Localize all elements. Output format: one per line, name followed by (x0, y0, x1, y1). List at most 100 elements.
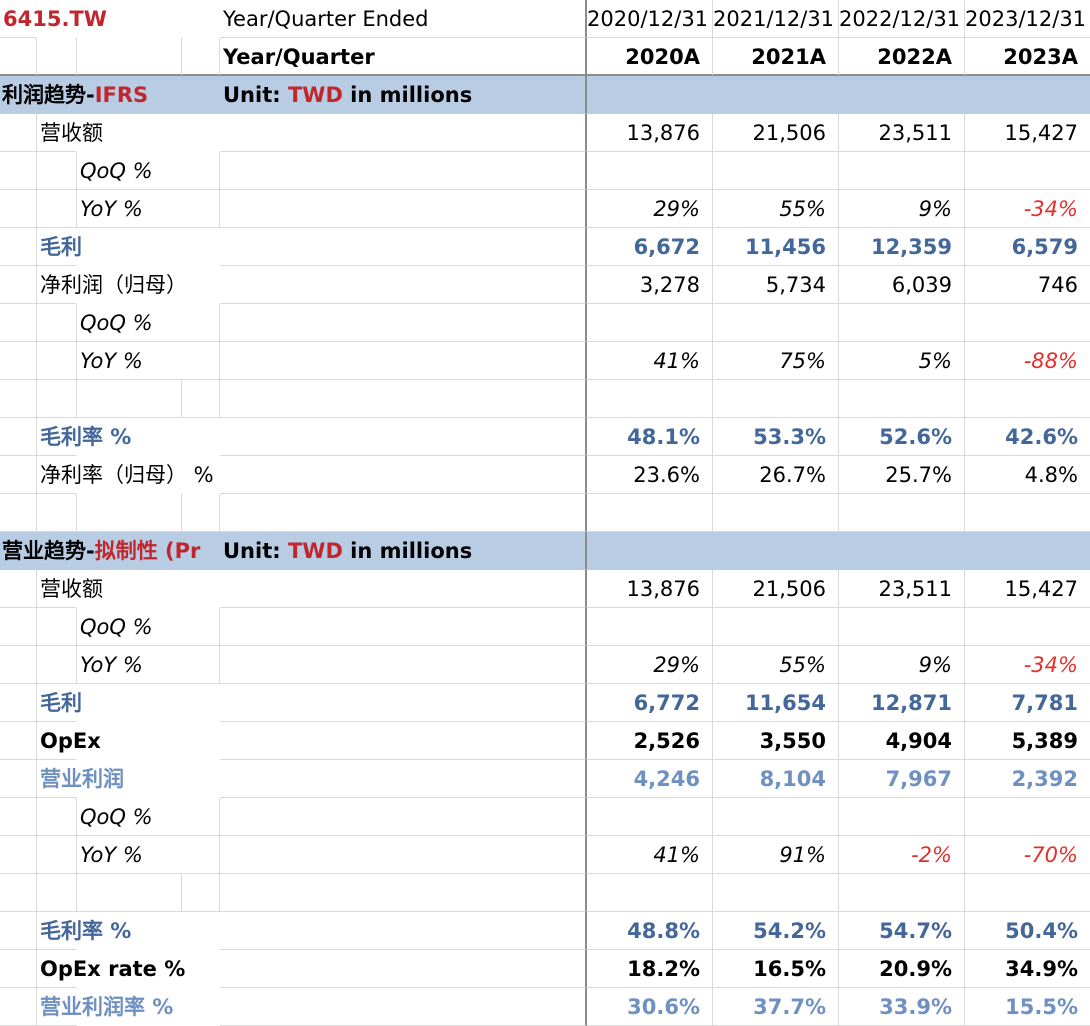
empty-cell[interactable] (37, 380, 77, 418)
empty-cell[interactable] (220, 798, 587, 836)
empty-cell[interactable] (220, 342, 587, 380)
value-cell[interactable] (839, 798, 965, 836)
value-cell[interactable]: 15.5% (965, 988, 1090, 1026)
empty-cell[interactable] (77, 38, 182, 76)
value-cell[interactable]: 16.5% (713, 950, 839, 988)
empty-cell[interactable] (220, 608, 587, 646)
empty-cell[interactable] (0, 608, 37, 646)
row-label[interactable]: QoQ % (77, 608, 182, 646)
empty-cell[interactable] (965, 380, 1090, 418)
value-cell[interactable]: 12,359 (839, 228, 965, 266)
empty-cell[interactable] (220, 760, 587, 798)
value-cell[interactable]: 12,871 (839, 684, 965, 722)
empty-cell[interactable] (77, 380, 182, 418)
empty-cell[interactable] (37, 646, 77, 684)
empty-cell[interactable] (37, 608, 77, 646)
empty-cell[interactable] (37, 798, 77, 836)
empty-cell[interactable] (37, 152, 77, 190)
value-cell[interactable]: -70% (965, 836, 1090, 874)
empty-cell[interactable] (0, 570, 37, 608)
value-cell[interactable]: 91% (713, 836, 839, 874)
empty-cell[interactable] (0, 228, 37, 266)
value-cell[interactable] (587, 608, 713, 646)
empty-cell[interactable] (220, 950, 587, 988)
value-cell[interactable] (713, 152, 839, 190)
empty-cell[interactable] (182, 304, 220, 342)
year-cell[interactable]: 2021A (713, 38, 839, 76)
empty-cell[interactable] (0, 266, 37, 304)
empty-cell[interactable] (37, 494, 77, 532)
empty-cell[interactable] (0, 494, 37, 532)
value-cell[interactable]: 34.9% (965, 950, 1090, 988)
value-cell[interactable]: 26.7% (713, 456, 839, 494)
value-cell[interactable]: 11,654 (713, 684, 839, 722)
empty-cell[interactable] (37, 304, 77, 342)
value-cell[interactable]: 9% (839, 646, 965, 684)
row-label[interactable]: 净利润（归母） (37, 266, 187, 304)
empty-cell[interactable] (0, 152, 37, 190)
row-label[interactable]: YoY % (77, 342, 182, 380)
value-cell[interactable] (587, 798, 713, 836)
empty-cell[interactable] (182, 646, 220, 684)
period-label-cell[interactable]: Year/Quarter Ended (220, 0, 587, 38)
empty-cell[interactable] (220, 114, 587, 152)
value-cell[interactable]: 4,904 (839, 722, 965, 760)
value-cell[interactable]: 13,876 (587, 570, 713, 608)
value-cell[interactable]: 20.9% (839, 950, 965, 988)
empty-cell[interactable] (220, 684, 587, 722)
value-cell[interactable]: 75% (713, 342, 839, 380)
empty-cell[interactable] (220, 228, 587, 266)
empty-cell[interactable] (0, 798, 37, 836)
empty-cell[interactable] (182, 380, 220, 418)
empty-cell[interactable] (220, 304, 587, 342)
empty-cell[interactable] (220, 646, 587, 684)
row-label[interactable]: QoQ % (77, 798, 182, 836)
empty-cell[interactable] (220, 380, 587, 418)
value-cell[interactable]: 41% (587, 342, 713, 380)
empty-cell[interactable] (839, 874, 965, 912)
value-cell[interactable]: 6,672 (587, 228, 713, 266)
empty-cell[interactable] (0, 646, 37, 684)
empty-cell[interactable] (37, 190, 77, 228)
empty-cell[interactable] (182, 342, 220, 380)
empty-cell[interactable] (965, 494, 1090, 532)
value-cell[interactable]: 11,456 (713, 228, 839, 266)
value-cell[interactable]: 29% (587, 646, 713, 684)
date-cell[interactable]: 2021/12/31 (713, 0, 839, 38)
empty-cell[interactable] (713, 874, 839, 912)
empty-cell[interactable] (37, 342, 77, 380)
row-label[interactable]: 净利率（归母） % (37, 456, 214, 494)
empty-cell[interactable] (182, 836, 220, 874)
empty-cell[interactable] (0, 38, 37, 76)
empty-cell[interactable] (0, 418, 37, 456)
empty-cell[interactable] (0, 912, 37, 950)
value-cell[interactable]: 15,427 (965, 114, 1090, 152)
empty-cell[interactable] (0, 342, 37, 380)
value-cell[interactable]: 50.4% (965, 912, 1090, 950)
value-cell[interactable]: 18.2% (587, 950, 713, 988)
unit-cell[interactable]: Unit: TWD in millions (220, 76, 587, 114)
value-cell[interactable]: 9% (839, 190, 965, 228)
value-cell[interactable]: -2% (839, 836, 965, 874)
year-cell[interactable]: 2023A (965, 38, 1090, 76)
value-cell[interactable]: 3,278 (587, 266, 713, 304)
empty-cell[interactable] (0, 760, 37, 798)
year-cell[interactable]: 2022A (839, 38, 965, 76)
value-cell[interactable]: 23,511 (839, 114, 965, 152)
value-cell[interactable]: 25.7% (839, 456, 965, 494)
row-label[interactable]: 营收额 (37, 114, 103, 152)
date-cell[interactable]: 2020/12/31 (587, 0, 713, 38)
value-cell[interactable]: 29% (587, 190, 713, 228)
value-cell[interactable]: 7,781 (965, 684, 1090, 722)
value-cell[interactable]: -34% (965, 190, 1090, 228)
row-label[interactable]: 营收额 (37, 570, 103, 608)
value-cell[interactable]: 23.6% (587, 456, 713, 494)
empty-cell[interactable] (220, 190, 587, 228)
row-label[interactable]: 毛利率 % (37, 418, 131, 456)
row-label[interactable]: YoY % (77, 646, 182, 684)
value-cell[interactable]: 41% (587, 836, 713, 874)
row-label[interactable]: 营业利润 (37, 760, 124, 798)
value-cell[interactable] (839, 608, 965, 646)
empty-cell[interactable] (0, 836, 37, 874)
value-cell[interactable]: 54.7% (839, 912, 965, 950)
